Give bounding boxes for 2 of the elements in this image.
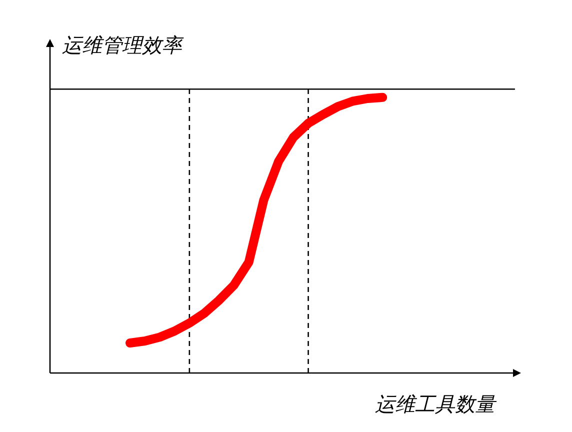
x-axis-title: 运维工具数量 — [375, 392, 497, 416]
y-axis-title: 运维管理效率 — [62, 33, 184, 57]
